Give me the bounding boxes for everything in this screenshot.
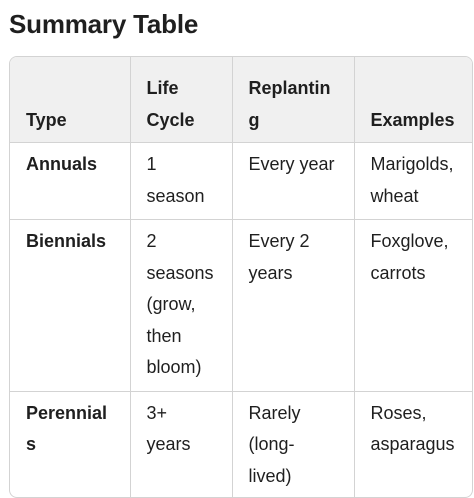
column-header-examples: Examples (354, 57, 472, 143)
table-row: Biennials 2 seasons (grow, then bloom) E… (10, 219, 472, 392)
cell-type: Perennials (10, 391, 131, 497)
cell-examples: Marigolds, wheat (354, 142, 472, 220)
table-header-row: Type Life Cycle Replanting Examples (10, 57, 472, 143)
cell-type: Annuals (10, 142, 131, 220)
cell-type: Biennials (10, 219, 131, 392)
cell-replanting: Every 2 years (232, 219, 355, 392)
cell-examples: Roses, asparagus (354, 391, 472, 497)
cell-replanting: Rarely (long-lived) (232, 391, 355, 497)
cell-life-cycle: 2 seasons (grow, then bloom) (130, 219, 233, 392)
table-row: Annuals 1 season Every year Marigolds, w… (10, 142, 472, 220)
summary-table: Type Life Cycle Replanting Examples Annu… (10, 57, 472, 497)
page-title: Summary Table (9, 9, 199, 39)
cell-life-cycle: 3+ years (130, 391, 233, 497)
cell-replanting: Every year (232, 142, 355, 220)
cell-life-cycle: 1 season (130, 142, 233, 220)
column-header-type: Type (10, 57, 131, 143)
column-header-life-cycle: Life Cycle (130, 57, 233, 143)
column-header-replanting: Replanting (232, 57, 355, 143)
summary-table-container: Type Life Cycle Replanting Examples Annu… (9, 56, 473, 498)
cell-examples: Foxglove, carrots (354, 219, 472, 392)
table-row: Perennials 3+ years Rarely (long-lived) … (10, 391, 472, 497)
